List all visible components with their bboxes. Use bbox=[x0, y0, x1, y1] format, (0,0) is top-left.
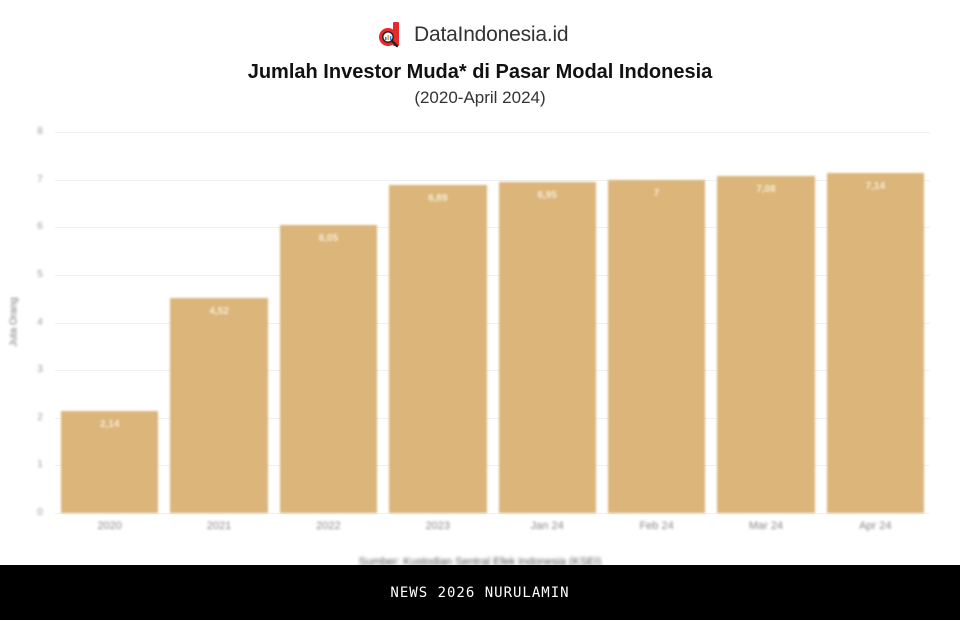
gridline bbox=[55, 370, 930, 372]
bar-value-label: 6,95 bbox=[537, 190, 557, 202]
y-tick-label: 6 bbox=[37, 221, 43, 233]
y-tick-label: 8 bbox=[37, 126, 43, 137]
brand-name: DataIndonesia.id bbox=[414, 23, 569, 46]
bar-value-label: 4,52 bbox=[209, 305, 229, 317]
gridline bbox=[55, 513, 930, 514]
bar-2023[interactable]: 6,89 bbox=[389, 184, 487, 513]
bar-feb-24[interactable]: 7 bbox=[607, 179, 706, 513]
bar-value-label: 2,14 bbox=[99, 419, 120, 431]
gridline bbox=[55, 179, 930, 181]
gridline bbox=[55, 227, 930, 229]
bar-value-label: 6,89 bbox=[428, 192, 448, 204]
y-tick-label: 0 bbox=[37, 507, 43, 518]
bar-value-label: 7,14 bbox=[865, 180, 886, 192]
y-tick-label: 3 bbox=[37, 364, 43, 376]
gridline bbox=[55, 274, 930, 276]
x-tick-label: 2023 bbox=[425, 520, 451, 532]
y-tick-label: 2 bbox=[37, 411, 43, 423]
bar-apr-24[interactable]: 7,14 bbox=[826, 172, 924, 513]
bar-value-label: 7 bbox=[653, 187, 660, 199]
footer-text: NEWS 2026 NURULAMIN bbox=[390, 584, 570, 601]
gridline bbox=[55, 417, 930, 419]
x-tick-label: Jan 24 bbox=[530, 520, 564, 532]
y-tick-label: 5 bbox=[37, 268, 43, 280]
bar-2020[interactable]: 2,14 bbox=[61, 411, 159, 513]
bar-2022[interactable]: 6,05 bbox=[279, 224, 378, 513]
bar-jan-24[interactable]: 6,95 bbox=[498, 182, 596, 513]
chart-subtitle: (2020-April 2024) bbox=[414, 88, 546, 107]
brand: DataIndonesia.id bbox=[378, 20, 569, 50]
chart-title: Jumlah Investor Muda* di Pasar Modal Ind… bbox=[247, 61, 713, 83]
bar-mar-24[interactable]: 7,08 bbox=[717, 175, 815, 513]
x-tick-label: Mar 24 bbox=[748, 520, 784, 532]
gridline bbox=[55, 132, 930, 133]
y-tick-label: 4 bbox=[37, 316, 43, 328]
x-tick-label: 2022 bbox=[316, 520, 341, 532]
footer-banner: NEWS 2026 NURULAMIN bbox=[0, 565, 960, 620]
gridline bbox=[55, 322, 930, 324]
y-tick-label: 7 bbox=[37, 173, 43, 185]
x-tick-label: 2021 bbox=[206, 520, 232, 532]
plot-area: 2,14 4,52 6,05 6,89 6,95 7 7,08 7,14 bbox=[55, 132, 930, 514]
data-magnifier-logo-icon bbox=[378, 22, 402, 48]
x-tick-label: Apr 24 bbox=[859, 520, 892, 532]
bar-2021[interactable]: 4,52 bbox=[170, 297, 268, 513]
gridline bbox=[55, 465, 930, 467]
bar-value-label: 6,05 bbox=[318, 232, 339, 244]
x-tick-label: 2020 bbox=[97, 520, 122, 532]
y-tick-label: 1 bbox=[37, 459, 43, 471]
bar-value-label: 7,08 bbox=[756, 183, 776, 195]
y-axis-label: Juta Orang bbox=[8, 297, 20, 347]
x-tick-label: Feb 24 bbox=[639, 520, 674, 532]
